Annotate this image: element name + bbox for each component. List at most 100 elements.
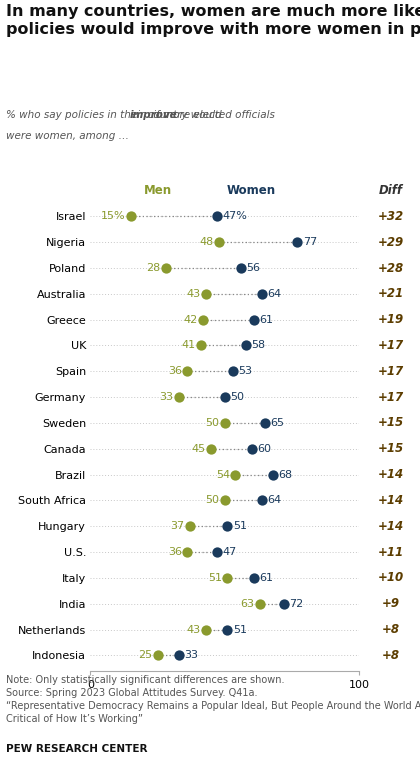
Point bbox=[229, 365, 236, 377]
Point bbox=[127, 210, 134, 222]
Point bbox=[186, 520, 193, 532]
Text: +14: +14 bbox=[378, 494, 404, 507]
Point bbox=[184, 365, 190, 377]
Point bbox=[208, 443, 215, 455]
Text: 33: 33 bbox=[184, 650, 198, 660]
Text: +15: +15 bbox=[378, 416, 404, 430]
Text: +17: +17 bbox=[378, 365, 404, 377]
Text: +28: +28 bbox=[378, 262, 404, 274]
Text: Men: Men bbox=[144, 184, 171, 197]
Text: 50: 50 bbox=[205, 418, 219, 428]
Text: 47: 47 bbox=[222, 547, 236, 557]
Point bbox=[221, 494, 228, 506]
Text: 25: 25 bbox=[138, 650, 152, 660]
Text: PEW RESEARCH CENTER: PEW RESEARCH CENTER bbox=[6, 744, 148, 754]
Text: Diff: Diff bbox=[378, 184, 403, 197]
Text: 64: 64 bbox=[268, 496, 282, 506]
Point bbox=[270, 468, 276, 481]
Text: In many countries, women are much more likely to say
policies would improve with: In many countries, women are much more l… bbox=[6, 4, 420, 37]
Text: +32: +32 bbox=[378, 210, 404, 223]
Text: 77: 77 bbox=[303, 237, 317, 247]
Text: +10: +10 bbox=[378, 572, 404, 584]
Point bbox=[202, 288, 209, 300]
Text: +17: +17 bbox=[378, 339, 404, 352]
Point bbox=[237, 262, 244, 274]
Point bbox=[221, 391, 228, 403]
Text: +15: +15 bbox=[378, 442, 404, 456]
Point bbox=[248, 443, 255, 455]
Text: 48: 48 bbox=[200, 237, 214, 247]
Text: 50: 50 bbox=[205, 496, 219, 506]
Text: +14: +14 bbox=[378, 468, 404, 481]
Point bbox=[262, 417, 268, 429]
Text: 51: 51 bbox=[233, 625, 247, 634]
Text: Note: Only statistically significant differences are shown.
Source: Spring 2023 : Note: Only statistically significant dif… bbox=[6, 675, 420, 724]
Text: +8: +8 bbox=[382, 623, 399, 636]
Text: 28: 28 bbox=[146, 263, 160, 273]
Text: +14: +14 bbox=[378, 520, 404, 533]
Text: were women, among …: were women, among … bbox=[6, 131, 129, 141]
Text: 45: 45 bbox=[192, 443, 206, 454]
Text: 72: 72 bbox=[289, 599, 304, 609]
Text: 36: 36 bbox=[168, 366, 182, 376]
Point bbox=[213, 210, 220, 222]
Text: +11: +11 bbox=[378, 546, 404, 559]
Point bbox=[202, 623, 209, 635]
Point bbox=[251, 314, 257, 326]
Text: 15%: 15% bbox=[101, 211, 125, 221]
Text: 54: 54 bbox=[216, 470, 230, 480]
Point bbox=[162, 262, 169, 274]
Text: 56: 56 bbox=[246, 263, 260, 273]
Text: 58: 58 bbox=[252, 340, 266, 350]
Text: % who say policies in their country would: % who say policies in their country woul… bbox=[6, 110, 225, 120]
Point bbox=[243, 340, 249, 352]
Text: 68: 68 bbox=[278, 470, 293, 480]
Point bbox=[224, 572, 231, 584]
Point bbox=[213, 546, 220, 558]
Text: 33: 33 bbox=[160, 392, 173, 402]
Point bbox=[154, 650, 161, 662]
Text: 43: 43 bbox=[186, 289, 200, 299]
Text: 61: 61 bbox=[260, 315, 274, 324]
Point bbox=[221, 417, 228, 429]
Text: +17: +17 bbox=[378, 390, 404, 403]
Point bbox=[197, 340, 204, 352]
Text: +19: +19 bbox=[378, 313, 404, 326]
Point bbox=[251, 572, 257, 584]
Text: +21: +21 bbox=[378, 287, 404, 300]
Point bbox=[176, 391, 182, 403]
Text: 65: 65 bbox=[270, 418, 284, 428]
Point bbox=[232, 468, 239, 481]
Text: 60: 60 bbox=[257, 443, 271, 454]
Point bbox=[259, 288, 266, 300]
Point bbox=[259, 494, 266, 506]
Text: 63: 63 bbox=[240, 599, 254, 609]
Point bbox=[184, 546, 190, 558]
Point bbox=[281, 597, 287, 609]
Text: 42: 42 bbox=[184, 315, 198, 324]
Text: 51: 51 bbox=[208, 573, 222, 583]
Text: 36: 36 bbox=[168, 547, 182, 557]
Point bbox=[294, 236, 301, 249]
Point bbox=[224, 520, 231, 532]
Text: 51: 51 bbox=[233, 522, 247, 531]
Point bbox=[176, 650, 182, 662]
Point bbox=[256, 597, 263, 609]
Text: 50: 50 bbox=[230, 392, 244, 402]
Text: improve: improve bbox=[130, 110, 177, 120]
Point bbox=[200, 314, 207, 326]
Text: 53: 53 bbox=[238, 366, 252, 376]
Text: +9: +9 bbox=[382, 597, 399, 610]
Point bbox=[224, 623, 231, 635]
Text: 61: 61 bbox=[260, 573, 274, 583]
Text: +29: +29 bbox=[378, 236, 404, 249]
Text: 43: 43 bbox=[186, 625, 200, 634]
Text: +8: +8 bbox=[382, 649, 399, 662]
Text: 47%: 47% bbox=[222, 211, 247, 221]
Text: 64: 64 bbox=[268, 289, 282, 299]
Point bbox=[216, 236, 223, 249]
Text: 41: 41 bbox=[181, 340, 195, 350]
Text: Women: Women bbox=[227, 184, 276, 197]
Text: if more elected officials: if more elected officials bbox=[150, 110, 275, 120]
Text: 37: 37 bbox=[170, 522, 184, 531]
